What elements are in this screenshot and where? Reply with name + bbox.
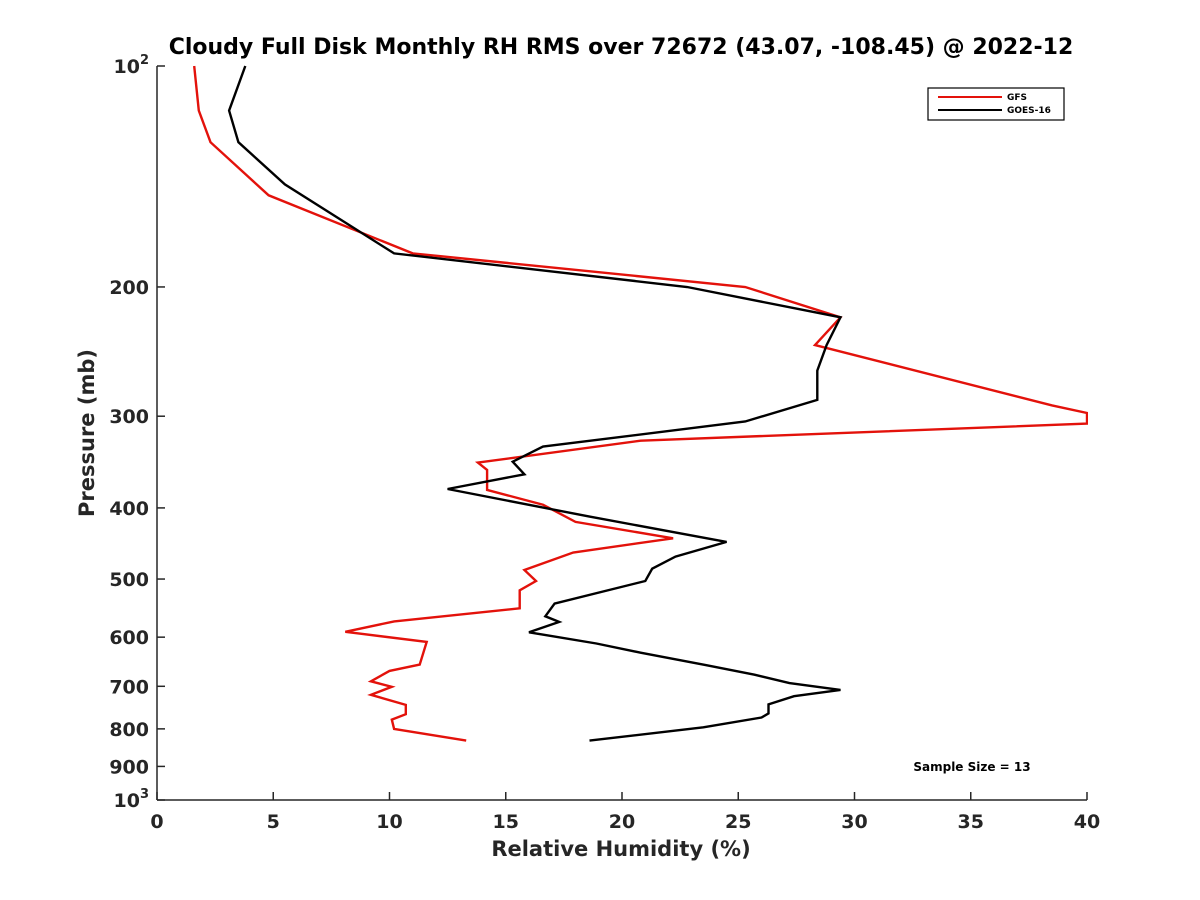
sample-size-annotation: Sample Size = 13 xyxy=(913,760,1030,774)
y-tick-label-base: 700 xyxy=(109,676,149,698)
legend-label-goes16: GOES-16 xyxy=(1007,106,1051,116)
series-line-goes16 xyxy=(227,65,843,742)
y-tick-label-base: 400 xyxy=(109,498,149,520)
x-tick-label: 0 xyxy=(150,811,163,833)
x-axis-title: Relative Humidity (%) xyxy=(491,837,750,861)
y-tick-label: 300 xyxy=(109,406,149,428)
y-tick-label-base: 900 xyxy=(109,756,149,778)
legend-box xyxy=(927,87,1065,121)
series-layer xyxy=(193,65,1088,742)
x-tick-label: 30 xyxy=(841,811,867,833)
y-tick-label: 200 xyxy=(109,277,149,299)
x-tick-label: 5 xyxy=(267,811,280,833)
y-tick-label-base: 10 xyxy=(114,790,140,812)
y-axis-title: Pressure (mb) xyxy=(75,349,99,517)
y-tick-label: 900 xyxy=(109,756,149,778)
x-tick-label: 10 xyxy=(376,811,402,833)
x-tick-label: 25 xyxy=(725,811,751,833)
y-tick-label-exponent: 2 xyxy=(140,53,149,68)
series-line-gfs xyxy=(193,65,1088,742)
y-tick-label: 700 xyxy=(109,676,149,698)
plot-area: 0 5 10 15 20 25 30 35 40 10220030040050060070080… xyxy=(109,53,1100,833)
y-tick-label: 400 xyxy=(109,498,149,520)
y-tick-label: 600 xyxy=(109,627,149,649)
x-tick-label: 35 xyxy=(958,811,984,833)
x-tick-label: 40 xyxy=(1074,811,1100,833)
y-tick-label-base: 200 xyxy=(109,277,149,299)
y-tick-label-base: 10 xyxy=(114,56,140,78)
legend: GFS GOES-16 xyxy=(927,87,1065,121)
y-tick-label: 500 xyxy=(109,569,149,591)
y-tick-label: 800 xyxy=(109,719,149,741)
legend-label-gfs: GFS xyxy=(1007,93,1027,103)
y-tick-label-base: 800 xyxy=(109,719,149,741)
x-tick-label: 15 xyxy=(493,811,519,833)
x-axis-ticks: 0 5 10 15 20 25 30 35 40 xyxy=(150,792,1100,833)
y-tick-label: 102 xyxy=(114,53,150,78)
chart-title: Cloudy Full Disk Monthly RH RMS over 726… xyxy=(169,35,1074,60)
y-tick-label-base: 600 xyxy=(109,627,149,649)
y-tick-label: 103 xyxy=(114,787,150,812)
y-tick-label-exponent: 3 xyxy=(140,787,149,802)
x-tick-label: 20 xyxy=(609,811,635,833)
y-tick-label-base: 300 xyxy=(109,406,149,428)
y-tick-label-base: 500 xyxy=(109,569,149,591)
